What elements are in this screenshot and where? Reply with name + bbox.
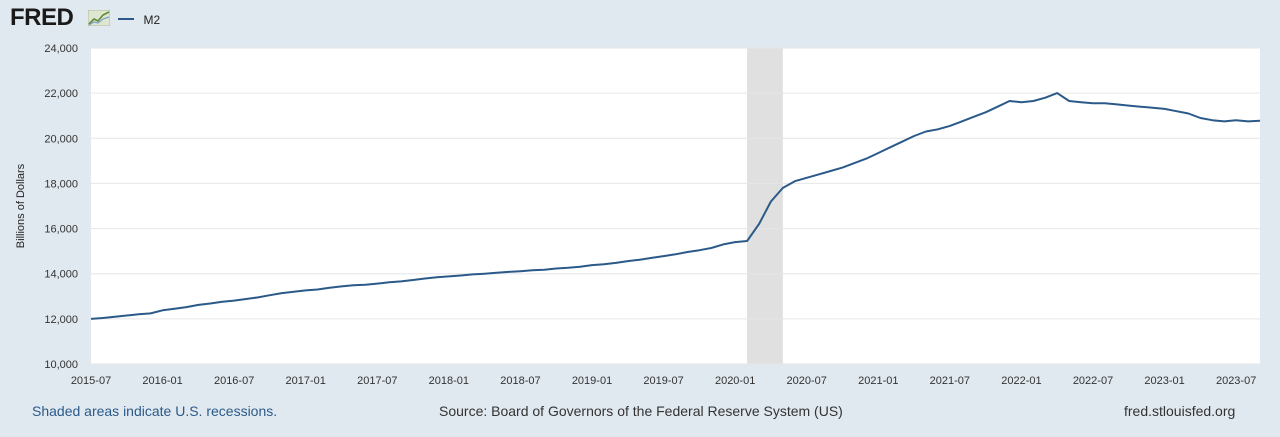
x-tick-label: 2023-01 [1144, 375, 1184, 387]
recession-shade [747, 48, 783, 364]
x-tick-label: 2021-01 [858, 375, 898, 387]
legend-swatch [118, 17, 134, 20]
x-tick-label: 2022-01 [1001, 375, 1041, 387]
y-tick-label: 18,000 [44, 178, 78, 190]
y-tick-label: 10,000 [44, 359, 78, 371]
series-line-m2 [90, 92, 1261, 320]
x-tick-label: 2017-01 [286, 375, 326, 387]
y-tick-label: 24,000 [44, 43, 78, 55]
fred-chart-logo-icon [88, 10, 110, 26]
x-tick-label: 2019-01 [572, 375, 612, 387]
header: FRED M2 [0, 0, 1280, 38]
x-tick-label: 2018-07 [500, 375, 540, 387]
x-tick-label: 2020-07 [787, 375, 827, 387]
y-axis-title: Billions of Dollars [15, 163, 27, 248]
y-tick-label: 22,000 [44, 88, 78, 100]
chart-legend: M2 [118, 11, 160, 27]
x-tick-label: 2017-07 [357, 375, 397, 387]
plot-area: 10,000 12,000 14,000 16,000 18,000 20,000 22,0… [44, 43, 1261, 387]
x-tick-label: 2016-07 [214, 375, 254, 387]
y-tick-label: 12,000 [44, 314, 78, 326]
y-tick-label: 14,000 [44, 269, 78, 281]
x-tick-label: 2016-01 [142, 375, 182, 387]
site-link[interactable]: fred.stlouisfed.org [1124, 403, 1236, 419]
line-chart[interactable]: Billions of Dollars 10,000 12,000 14,000 16… [0, 0, 1280, 400]
x-tick-label: 2021-07 [930, 375, 970, 387]
fred-logo[interactable]: FRED [10, 4, 74, 31]
y-tick-label: 16,000 [44, 224, 78, 236]
x-tick-label: 2019-07 [643, 375, 683, 387]
x-tick-label: 2023-07 [1216, 375, 1256, 387]
recession-note: Shaded areas indicate U.S. recessions. [32, 403, 278, 419]
x-tick-label: 2020-01 [715, 375, 755, 387]
x-tick-label: 2018-01 [429, 375, 469, 387]
source-note: Source: Board of Governors of the Federa… [439, 403, 843, 419]
x-tick-label: 2015-07 [71, 375, 111, 387]
legend-label-m2: M2 [143, 12, 161, 27]
plot-background [91, 48, 1260, 364]
y-tick-label: 20,000 [44, 133, 78, 145]
x-tick-label: 2022-07 [1073, 375, 1113, 387]
